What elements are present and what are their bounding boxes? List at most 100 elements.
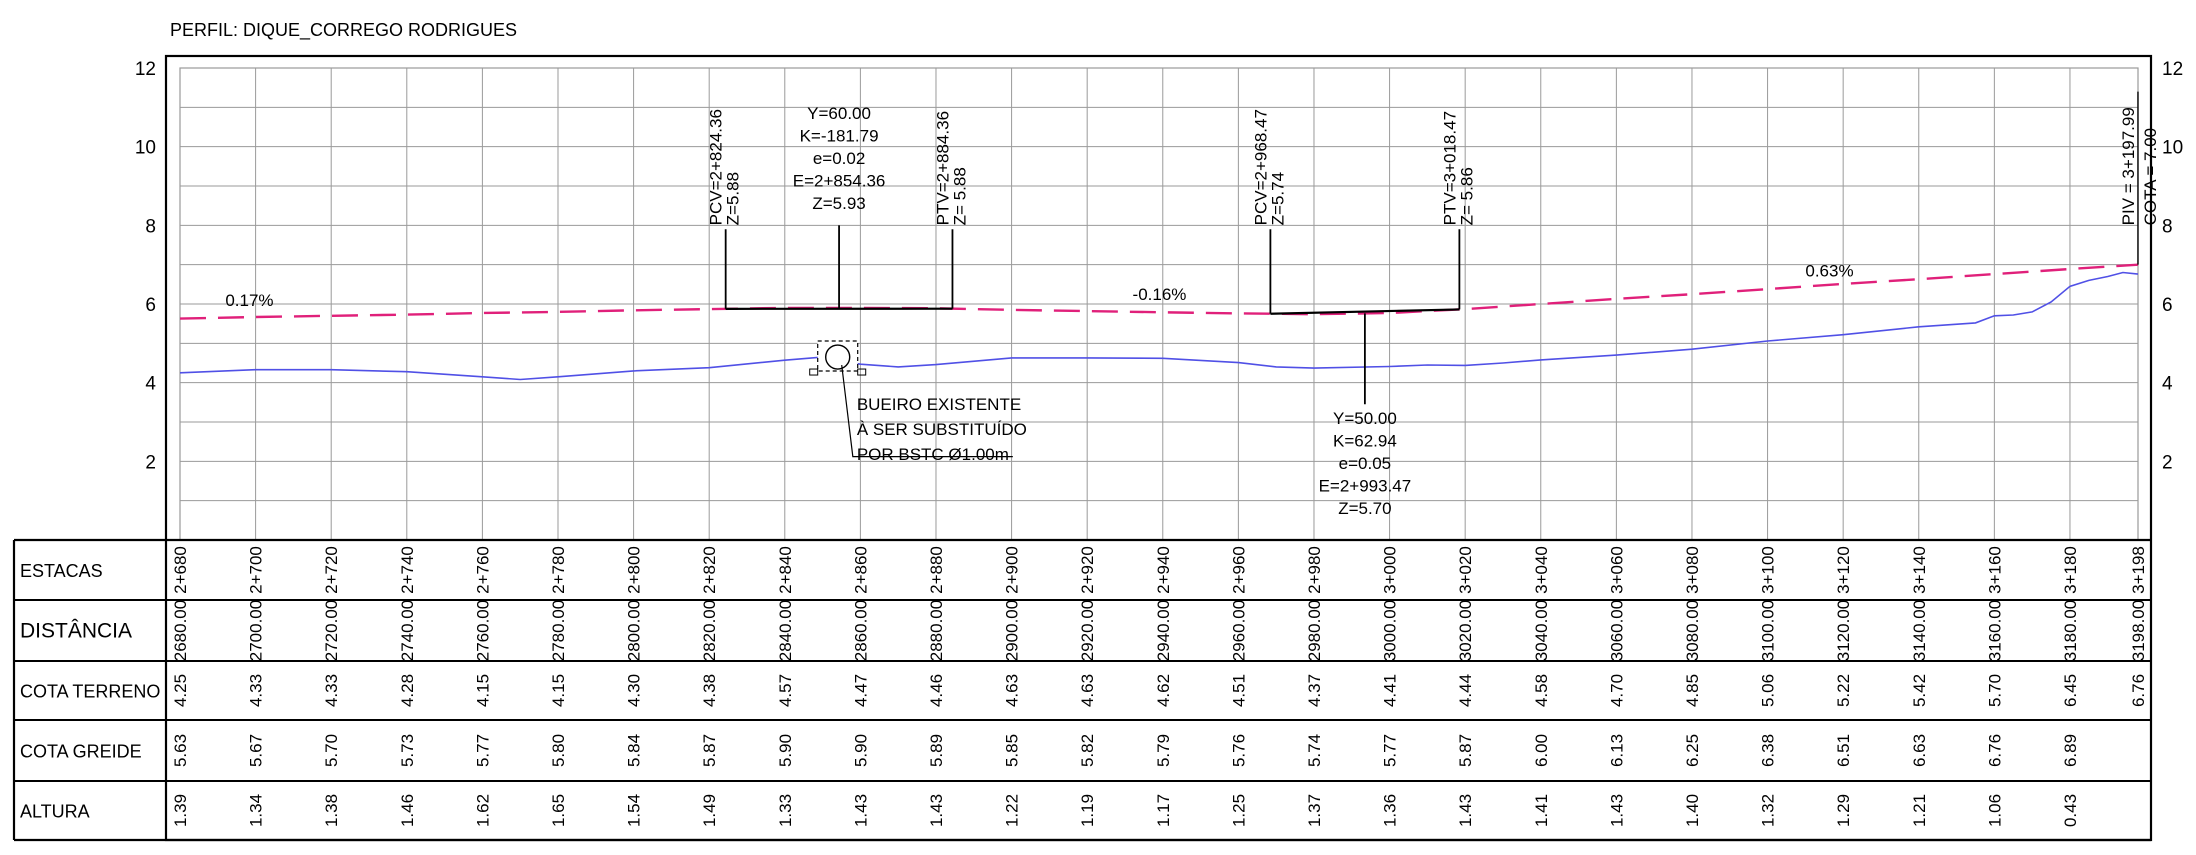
- elevation-axis: 2 2 4 4 6 6 8 8 10 10 12 12: [135, 59, 2183, 473]
- y-tick-label-right: 12: [2162, 59, 2183, 80]
- table-cell: 1.43: [1607, 794, 1626, 827]
- table-cell: 4.47: [851, 674, 870, 707]
- table-cell: 4.51: [1229, 674, 1248, 707]
- table-cell: 4.41: [1381, 674, 1400, 707]
- table-cell: 6.13: [1607, 734, 1626, 767]
- pcv-label: Z=5.88: [724, 172, 743, 225]
- table-cell: 3100.00: [1759, 600, 1778, 661]
- outer-frame: [164, 54, 2153, 842]
- vertical-curve-chord: [1270, 308, 1460, 315]
- slope-label: 0.17%: [225, 291, 273, 310]
- table-cell: 4.44: [1456, 674, 1475, 707]
- table-cell: 2700.00: [247, 600, 266, 661]
- grid: [179, 67, 2139, 541]
- table-cell: 5.77: [1381, 734, 1400, 767]
- slope-label: 0.63%: [1805, 261, 1853, 280]
- table-row-label: DISTÂNCIA: [20, 620, 132, 643]
- table-cell: 4.46: [927, 674, 946, 707]
- table-cell: 5.87: [700, 734, 719, 767]
- table-cell: 2940.00: [1154, 600, 1173, 661]
- vertical-curve-info: Z=5.70: [1338, 499, 1391, 518]
- vertical-curve-info: E=2+993.47: [1319, 476, 1412, 495]
- ptv-label: PTV=3+018.47: [1440, 111, 1459, 225]
- table-cell: 6.25: [1683, 734, 1702, 767]
- table-cell: 3+160: [1985, 546, 2004, 594]
- culvert-headwall-right: [857, 368, 867, 376]
- table-cell: 5.82: [1078, 734, 1097, 767]
- table-cell: 1.32: [1759, 794, 1778, 827]
- table-cell: 2+800: [625, 546, 644, 594]
- table-cell: 1.43: [1456, 794, 1475, 827]
- table-cell: 6.00: [1532, 734, 1551, 767]
- table-cell: 2780.00: [549, 600, 568, 661]
- table-cell: 1.43: [927, 794, 946, 827]
- table-cell: 5.42: [1910, 674, 1929, 707]
- table-cell: 5.74: [1305, 734, 1324, 767]
- table-cell: 6.76: [1985, 734, 2004, 767]
- y-tick-label-right: 4: [2162, 374, 2173, 395]
- table-cell: 3120.00: [1834, 600, 1853, 661]
- table-cell: 3+040: [1532, 546, 1551, 594]
- y-tick-label-right: 8: [2162, 216, 2173, 237]
- pcv-label: PCV=2+968.47: [1251, 109, 1270, 225]
- y-tick-label-left: 4: [145, 374, 156, 395]
- table-cell: 5.85: [1003, 734, 1022, 767]
- table-cell: 5.67: [247, 734, 266, 767]
- terrain-line: [179, 271, 2139, 381]
- culvert-box: [817, 340, 859, 372]
- table-cell: 4.58: [1532, 674, 1551, 707]
- table-row-label: COTA TERRENO: [20, 682, 160, 702]
- table-cell: 4.33: [322, 674, 341, 707]
- table-cell: 2+920: [1078, 546, 1097, 594]
- table-cell: 3+140: [1910, 546, 1929, 594]
- table-cell: 4.25: [171, 674, 190, 707]
- vertical-curve-info: K=62.94: [1333, 431, 1397, 450]
- table-cell: 3198.00: [2129, 600, 2148, 661]
- ptv-label: Z= 5.86: [1457, 167, 1476, 225]
- table-cell: 1.40: [1683, 794, 1702, 827]
- y-tick-label-left: 8: [145, 216, 156, 237]
- table-cell: 1.06: [1985, 794, 2004, 827]
- vertical-curve-info: Y=60.00: [807, 104, 871, 123]
- table-cell: 6.45: [2061, 674, 2080, 707]
- table-cell: 4.62: [1154, 674, 1173, 707]
- y-tick-label-left: 12: [135, 59, 156, 80]
- culvert-headwall-left: [809, 368, 819, 376]
- table-cell: 5.70: [1985, 674, 2004, 707]
- table-cell: 2+940: [1154, 546, 1173, 594]
- culvert-note: POR BSTC Ø1.00m: [857, 445, 1009, 464]
- culvert-note: BUEIRO EXISTENTE: [857, 395, 1021, 414]
- table-cell: 2+780: [549, 546, 568, 594]
- table-cell: 5.90: [776, 734, 795, 767]
- table-cell: 6.63: [1910, 734, 1929, 767]
- table-cell: 5.63: [171, 734, 190, 767]
- table-cell: 2760.00: [473, 600, 492, 661]
- profile-frame: [164, 54, 2153, 842]
- page-title: PERFIL: DIQUE_CORREGO RODRIGUES: [170, 20, 517, 41]
- table-cell: 4.63: [1003, 674, 1022, 707]
- table-cell: 2+860: [851, 546, 870, 594]
- table-cell: 4.30: [625, 674, 644, 707]
- table-cell: 5.79: [1154, 734, 1173, 767]
- table-cell: 2920.00: [1078, 600, 1097, 661]
- table-cell: 1.49: [700, 794, 719, 827]
- table-cell: 3160.00: [1985, 600, 2004, 661]
- table-cell: 3+020: [1456, 546, 1475, 594]
- table-cell: 2+840: [776, 546, 795, 594]
- table-cell: 2840.00: [776, 600, 795, 661]
- table-cell: 6.51: [1834, 734, 1853, 767]
- table-cell: 2+680: [171, 546, 190, 594]
- table-cell: 3080.00: [1683, 600, 1702, 661]
- table-cell: 2+960: [1229, 546, 1248, 594]
- ptv-label: PTV=2+884.36: [933, 111, 952, 225]
- table-cell: 2+720: [322, 546, 341, 594]
- table-cell: 2680.00: [171, 600, 190, 661]
- profile-annotations: 0.17% -0.16% 0.63% PCV=2+824.36Z=5.88 PTV=2+…: [225, 91, 2160, 518]
- vertical-curve-info: Z=5.93: [812, 194, 865, 213]
- table-cell: 5.77: [473, 734, 492, 767]
- y-tick-label-right: 6: [2162, 295, 2173, 316]
- table-cell: 2720.00: [322, 600, 341, 661]
- table-cell: 5.06: [1759, 674, 1778, 707]
- table-cell: 1.65: [549, 794, 568, 827]
